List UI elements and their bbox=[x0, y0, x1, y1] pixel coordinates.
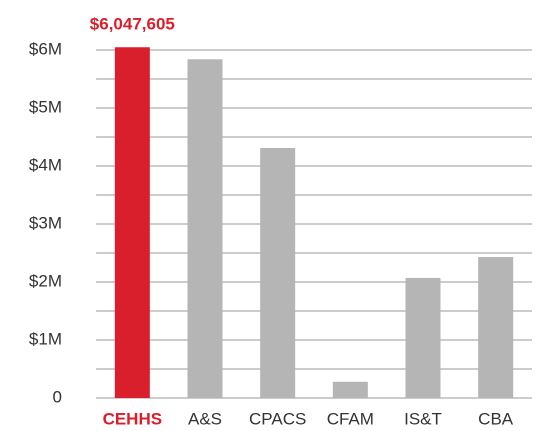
y-tick-label: $5M bbox=[29, 97, 62, 116]
bar bbox=[332, 381, 368, 398]
y-tick-label: $1M bbox=[29, 329, 62, 348]
y-tick-label: $6M bbox=[29, 39, 62, 58]
bar bbox=[478, 257, 514, 398]
bar bbox=[260, 148, 296, 398]
y-tick-label: $2M bbox=[29, 271, 62, 290]
bar bbox=[114, 47, 150, 398]
bar bbox=[405, 277, 441, 398]
x-tick-label: A&S bbox=[188, 409, 222, 428]
y-tick-label: $3M bbox=[29, 213, 62, 232]
x-tick-label: CEHHS bbox=[103, 409, 163, 428]
y-tick-label: $4M bbox=[29, 155, 62, 174]
x-tick-label: CPACS bbox=[249, 409, 306, 428]
x-tick-label: CBA bbox=[478, 409, 514, 428]
bar bbox=[187, 59, 223, 398]
x-tick-label: CFAM bbox=[327, 409, 374, 428]
x-tick-label: IS&T bbox=[404, 409, 442, 428]
value-label: $6,047,605 bbox=[90, 15, 175, 34]
y-tick-label: 0 bbox=[53, 387, 62, 406]
